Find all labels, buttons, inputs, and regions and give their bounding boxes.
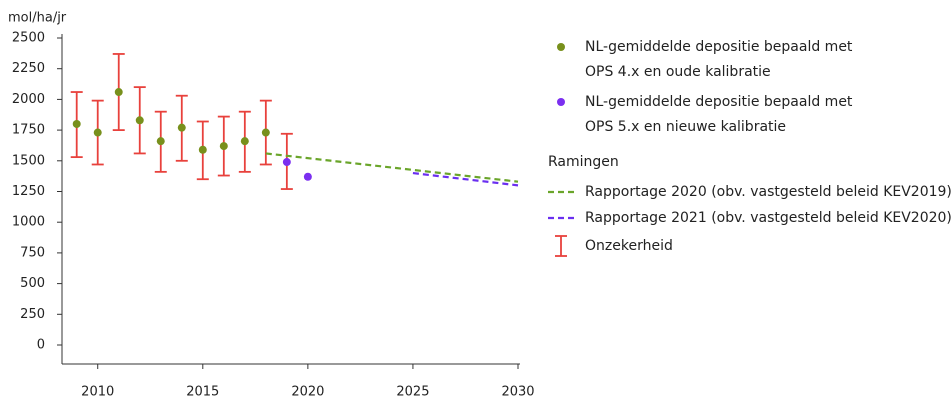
x-tick-label: 2015 (186, 385, 219, 400)
projection-line (412, 171, 519, 187)
x-tick-label: 2025 (396, 385, 429, 400)
data-point (156, 137, 165, 146)
legend-error-label: Onzekerheid (585, 238, 673, 254)
legend-label: NL-gemiddelde depositie bepaald met OPS 4… (585, 39, 853, 80)
data-point (135, 116, 144, 125)
y-tick-label: 1500 (12, 153, 45, 168)
y-tick-label: 0 (37, 338, 45, 353)
data-point (93, 128, 102, 137)
y-tick-label: 2250 (12, 61, 45, 76)
y-tick-label: 500 (20, 276, 45, 291)
y-tick-label: 750 (20, 245, 45, 260)
y-tick-label: 2000 (12, 92, 45, 107)
data-point (114, 88, 123, 97)
legend-error-swatch (555, 235, 567, 257)
legend-label: NL-gemiddelde depositie bepaald met OPS 5… (585, 94, 853, 135)
projection-line (265, 152, 519, 183)
legend-title: Ramingen (548, 154, 619, 170)
data-point (198, 145, 207, 154)
y-axis-unit: mol/ha/jr (8, 11, 67, 26)
legend-label: Rapportage 2021 (obv. vastgesteld beleid… (585, 210, 952, 226)
x-tick-label: 2030 (501, 385, 534, 400)
legend-swatch (557, 43, 565, 51)
data-point (303, 172, 312, 181)
y-tick-label: 1750 (12, 123, 45, 138)
legend-label: Rapportage 2020 (obv. vastgesteld beleid… (585, 184, 952, 200)
y-tick-label: 1000 (12, 215, 45, 230)
x-tick-label: 2020 (291, 385, 324, 400)
data-point (282, 158, 291, 167)
y-tick-label: 250 (20, 307, 45, 322)
data-point (177, 123, 186, 132)
data-point (261, 128, 270, 137)
legend-swatch (557, 98, 565, 106)
y-tick-label: 2500 (12, 31, 45, 46)
x-tick-label: 2010 (81, 385, 114, 400)
data-point (72, 119, 81, 128)
data-point (219, 142, 228, 151)
y-tick-label: 1250 (12, 184, 45, 199)
data-point (240, 137, 249, 146)
